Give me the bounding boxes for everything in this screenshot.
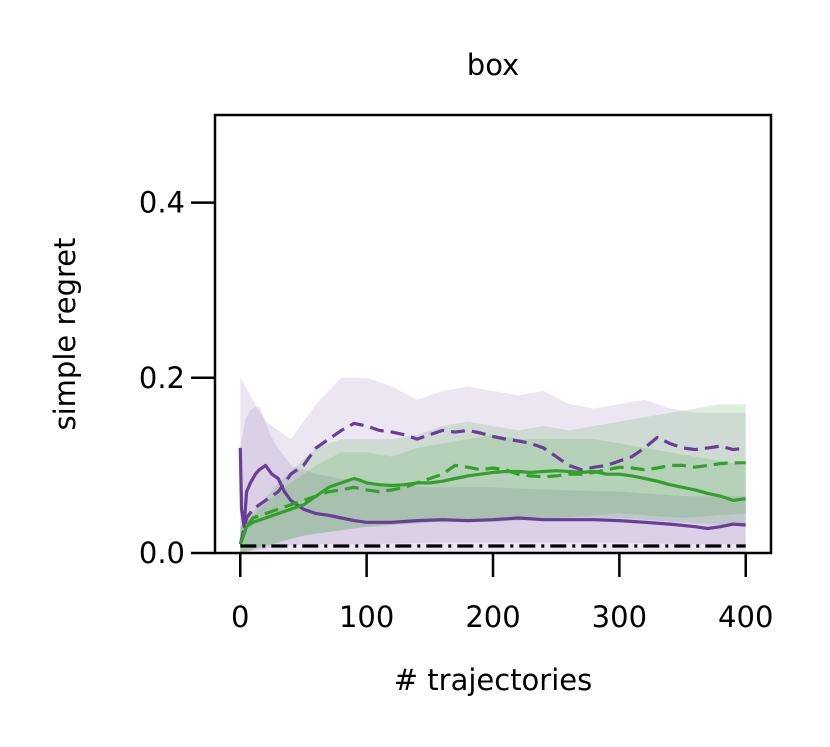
- x-tick-label: 400: [718, 600, 773, 634]
- x-tick-label: 100: [339, 600, 394, 634]
- band-1: [240, 406, 746, 553]
- y-axis-label: simple regret: [48, 238, 82, 431]
- x-tick-label: 0: [231, 600, 249, 634]
- y-tick-label: 0.0: [139, 536, 185, 570]
- chart-title: box: [467, 48, 519, 82]
- series-line-1: [238, 447, 746, 531]
- y-tick-label: 0.4: [139, 186, 185, 220]
- confidence-bands: [240, 377, 746, 553]
- x-tick-label: 200: [465, 600, 520, 634]
- series-lines: [238, 421, 746, 548]
- x-axis-label: # trajectories: [394, 663, 592, 697]
- x-tick-label: 300: [592, 600, 647, 634]
- y-axis: 0.0 0.2 0.4: [139, 186, 215, 570]
- band-0: [240, 377, 746, 553]
- series-line-3: [238, 469, 746, 545]
- x-axis: 0 100 200 300 400: [231, 553, 773, 634]
- y-tick-label: 0.2: [139, 361, 185, 395]
- band-2: [240, 404, 746, 553]
